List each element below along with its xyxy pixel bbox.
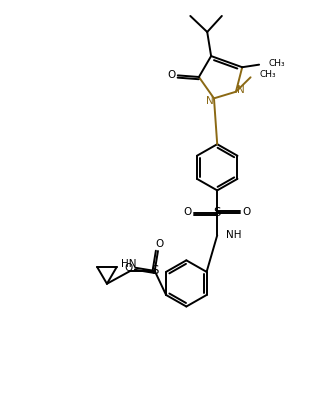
- Text: S: S: [151, 264, 158, 277]
- Text: NH: NH: [226, 230, 242, 240]
- Text: HN: HN: [121, 259, 136, 269]
- Text: O: O: [155, 239, 164, 249]
- Text: O: O: [184, 207, 192, 217]
- Text: O: O: [242, 207, 251, 217]
- Text: O: O: [124, 263, 132, 273]
- Text: S: S: [214, 206, 221, 219]
- Text: CH₃: CH₃: [260, 70, 276, 79]
- Text: N: N: [237, 85, 245, 95]
- Text: O: O: [167, 70, 176, 80]
- Text: CH₃: CH₃: [268, 58, 285, 68]
- Text: N: N: [206, 96, 214, 106]
